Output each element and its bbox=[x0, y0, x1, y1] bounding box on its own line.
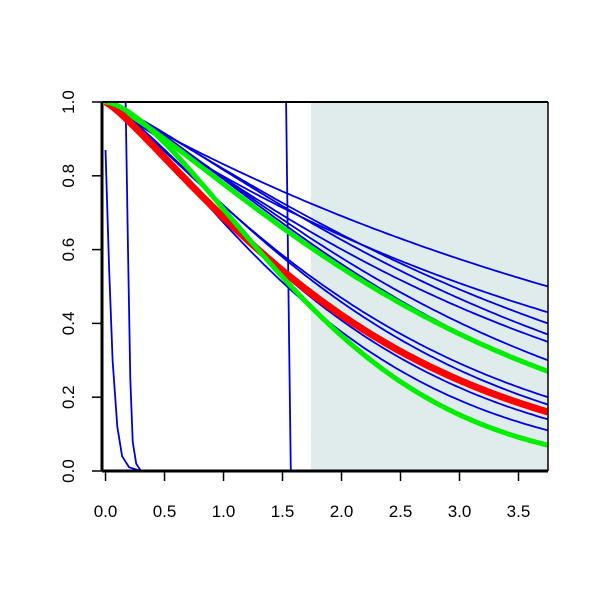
tick-labels: 0.0 0.5 1.0 1.5 2.0 2.5 3.0 3.5 0.0 0.2 0.4 0.6 0.8 1… bbox=[59, 90, 530, 521]
series-line-green-16 bbox=[105, 102, 548, 448]
x-tick-label: 3.0 bbox=[448, 502, 472, 521]
x-tick-label: 1.0 bbox=[212, 502, 236, 521]
series-line-blue-10 bbox=[105, 102, 548, 399]
y-tick-label: 1.0 bbox=[59, 90, 78, 114]
series-group bbox=[103, 102, 548, 471]
x-tick-label: 2.5 bbox=[389, 502, 413, 521]
x-tick-label: 0.0 bbox=[94, 502, 118, 521]
x-tick-label: 0.5 bbox=[153, 502, 177, 521]
series-line-blue-6 bbox=[105, 102, 548, 336]
x-tick-label: 3.5 bbox=[507, 502, 531, 521]
x-tick-label: 2.0 bbox=[330, 502, 354, 521]
y-tick-label: 0.6 bbox=[59, 238, 78, 262]
series-line-green-14 bbox=[104, 102, 548, 374]
axes bbox=[92, 101, 549, 481]
x-tick-label: 1.5 bbox=[271, 502, 295, 521]
y-tick-label: 0.8 bbox=[59, 164, 78, 188]
series-line-red-15 bbox=[103, 102, 548, 416]
y-tick-label: 0.0 bbox=[59, 459, 78, 483]
series-line-blue-11 bbox=[105, 102, 548, 406]
shaded-rect bbox=[310, 102, 548, 471]
y-tick-label: 0.2 bbox=[59, 385, 78, 409]
shaded-region bbox=[310, 102, 548, 471]
y-tick-label: 0.4 bbox=[59, 312, 78, 336]
